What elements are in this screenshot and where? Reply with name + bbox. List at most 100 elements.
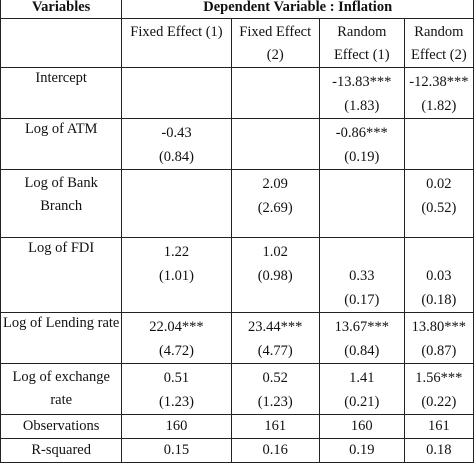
variables-header: Variables	[0, 0, 123, 19]
row-label-exchange-line2: rate	[50, 392, 73, 408]
coef-value: 22.04***	[149, 319, 204, 335]
cell-exchange-re2: 1.56*** (0.22)	[403, 363, 474, 415]
se-value: (0.98)	[257, 268, 293, 284]
se-value: (1.23)	[257, 394, 293, 410]
row-atm: Log of ATM -0.43 (0.84) -0.86*** (0.19)	[0, 118, 474, 170]
cell-lending-re1: 13.67*** (0.84)	[318, 312, 405, 364]
cell-bank-fe2: 2.09 (2.69)	[230, 169, 320, 238]
coef-value: 1.41	[349, 370, 375, 386]
model-header-fe1: Fixed Effect (1)	[121, 18, 232, 68]
cell-r-squared-fe2: 0.16	[230, 438, 320, 463]
se-value: (0.19)	[344, 149, 380, 165]
cell-exchange-fe1: 0.51 (1.23)	[121, 363, 232, 415]
model-header-re1-line2: Effect (1)	[333, 47, 390, 63]
se-value: (2.69)	[257, 200, 293, 216]
cell-intercept-fe2	[230, 67, 320, 119]
cell-atm-re1: -0.86*** (0.19)	[318, 118, 405, 170]
model-header-fe2-line2: (2)	[266, 47, 284, 63]
se-value: (4.72)	[158, 343, 194, 359]
empty-header-cell	[0, 18, 123, 68]
cell-r-squared-re2: 0.18	[403, 438, 474, 463]
cell-atm-fe2	[230, 118, 320, 170]
se-value: (1.01)	[158, 268, 194, 284]
row-label-atm: Log of ATM	[0, 118, 123, 170]
row-observations: Observations 160 161 160 161	[0, 414, 474, 439]
se-value: (1.82)	[421, 98, 457, 114]
se-value: (0.21)	[344, 394, 380, 410]
coef-value: 0.33	[349, 268, 375, 284]
model-header-re1-line1: Random	[337, 24, 387, 40]
se-value: (1.83)	[344, 98, 380, 114]
coef-value: 13.80***	[411, 319, 467, 335]
coef-value: -13.83***	[332, 74, 392, 90]
row-fdi: Log of FDI 1.22 (1.01) 1.02 (0.98) 0.33 …	[0, 237, 474, 313]
model-header-re1: Random Effect (1)	[318, 18, 405, 68]
model-header-re2-line2: Effect (2)	[411, 47, 467, 63]
coef-value: 1.56***	[415, 370, 463, 386]
cell-atm-fe1: -0.43 (0.84)	[121, 118, 232, 170]
row-intercept: Intercept -13.83*** (1.83) -12.38*** (1.…	[0, 67, 474, 119]
cell-intercept-re2: -12.38*** (1.82)	[403, 67, 474, 119]
cell-r-squared-re1: 0.19	[318, 438, 405, 463]
se-value: (0.52)	[421, 200, 457, 216]
cell-exchange-re1: 1.41 (0.21)	[318, 363, 405, 415]
row-label-exchange-line1: Log of exchange	[12, 369, 110, 385]
coef-value: 0.51	[163, 370, 190, 386]
model-header-fe2-line1: Fixed Effect	[239, 24, 312, 40]
dependent-variable-header: Dependent Variable : Inflation	[121, 0, 474, 19]
coef-value: 1.22	[163, 244, 190, 260]
model-header-fe2: Fixed Effect (2)	[230, 18, 320, 68]
coef-value: 0.02	[426, 176, 452, 192]
cell-bank-fe1	[121, 169, 232, 238]
cell-fdi-fe2: 1.02 (0.98)	[230, 237, 320, 313]
row-label-bank-line1: Log of Bank	[24, 175, 98, 191]
row-label-exchange-rate: Log of exchange rate	[0, 363, 123, 415]
cell-intercept-fe1	[121, 67, 232, 119]
cell-fdi-re1: 0.33 (0.17)	[318, 237, 405, 313]
row-label-lending-rate: Log of Lending rate	[0, 312, 123, 364]
cell-lending-fe2: 23.44*** (4.77)	[230, 312, 320, 364]
cell-bank-re2: 0.02 (0.52)	[403, 169, 474, 238]
cell-observations-fe2: 161	[230, 414, 320, 439]
model-header-re2: Random Effect (2)	[403, 18, 474, 68]
coef-value: 13.67***	[334, 319, 389, 335]
cell-observations-re1: 160	[318, 414, 405, 439]
row-label-observations: Observations	[0, 414, 123, 439]
cell-fdi-fe1: 1.22 (1.01)	[121, 237, 232, 313]
coef-value: 1.02	[262, 244, 288, 260]
cell-observations-fe1: 160	[121, 414, 232, 439]
coef-value: 2.09	[262, 176, 288, 192]
coef-value: -0.86***	[335, 125, 388, 141]
se-value: (4.77)	[257, 343, 293, 359]
row-label-bank-branch: Log of Bank Branch	[0, 169, 123, 238]
row-r-squared: R-squared 0.15 0.16 0.19 0.18	[0, 438, 474, 463]
model-header-re2-line1: Random	[414, 24, 464, 40]
cell-observations-re2: 161	[403, 414, 474, 439]
row-bank-branch: Log of Bank Branch 2.09 (2.69) 0.02 (0.5…	[0, 169, 474, 238]
coef-value: 23.44***	[248, 319, 303, 335]
header-row-1: Variables Dependent Variable : Inflation	[0, 0, 474, 19]
cell-atm-re2	[403, 118, 474, 170]
row-lending-rate: Log of Lending rate 22.04*** (4.72) 23.4…	[0, 312, 474, 364]
se-value: (0.84)	[158, 149, 194, 165]
coef-value: -0.43	[161, 125, 192, 141]
row-exchange-rate: Log of exchange rate 0.51 (1.23) 0.52 (1…	[0, 363, 474, 415]
model-header-fe1-line1: Fixed Effect (1)	[130, 24, 223, 40]
se-value: (1.23)	[158, 394, 194, 410]
coef-value: -12.38***	[409, 74, 469, 90]
se-value: (0.84)	[344, 343, 380, 359]
se-value: (0.87)	[421, 343, 457, 359]
se-value: (0.22)	[421, 394, 457, 410]
cell-bank-re1	[318, 169, 405, 238]
cell-lending-fe1: 22.04*** (4.72)	[121, 312, 232, 364]
cell-lending-re2: 13.80*** (0.87)	[403, 312, 474, 364]
row-label-fdi: Log of FDI	[0, 237, 123, 313]
coef-value: 0.03	[426, 268, 452, 284]
cell-r-squared-fe1: 0.15	[121, 438, 232, 463]
se-value: (0.17)	[344, 292, 380, 308]
cell-exchange-fe2: 0.52 (1.23)	[230, 363, 320, 415]
row-label-bank-line2: Branch	[40, 198, 83, 214]
coef-value: 0.52	[262, 370, 288, 386]
cell-fdi-re2: 0.03 (0.18)	[403, 237, 474, 313]
